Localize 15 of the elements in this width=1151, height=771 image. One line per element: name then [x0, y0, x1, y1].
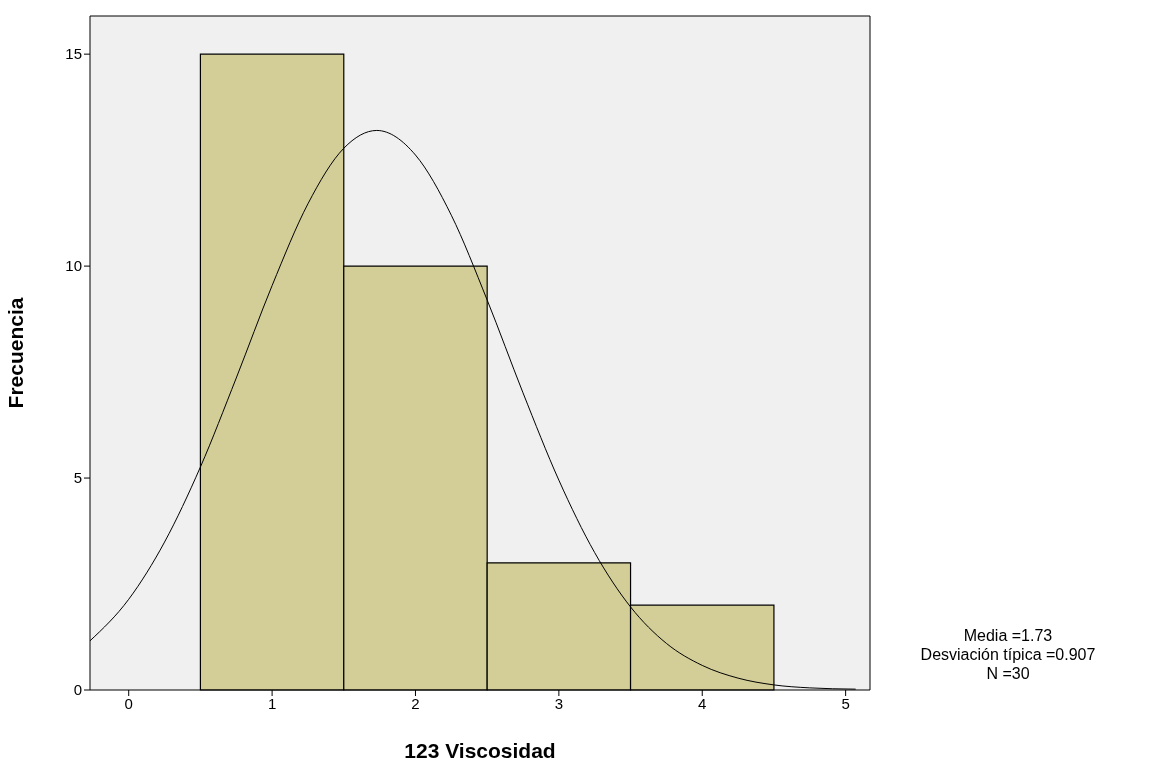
x-tick-label: 3 — [554, 694, 564, 712]
text: N =30 — [985, 664, 1031, 683]
text: Media =1.73 — [962, 626, 1054, 645]
text: Desviación típica =0.907 — [919, 645, 1097, 664]
y-tick-label: 10 — [65, 257, 82, 275]
x-axis-title: 123 Viscosidad — [404, 739, 556, 762]
x-tick-label: 2 — [411, 694, 420, 712]
x-tick-label: 1 — [267, 694, 277, 712]
y-tick-label: 15 — [65, 45, 82, 63]
y-axis-title: Frecuencia — [4, 297, 28, 409]
x-tick-label: 4 — [698, 694, 707, 712]
y-tick-label: 5 — [73, 469, 82, 487]
x-tick-label: 5 — [841, 694, 850, 712]
y-tick-label: 0 — [73, 681, 82, 699]
x-tick-label: 0 — [124, 694, 133, 712]
